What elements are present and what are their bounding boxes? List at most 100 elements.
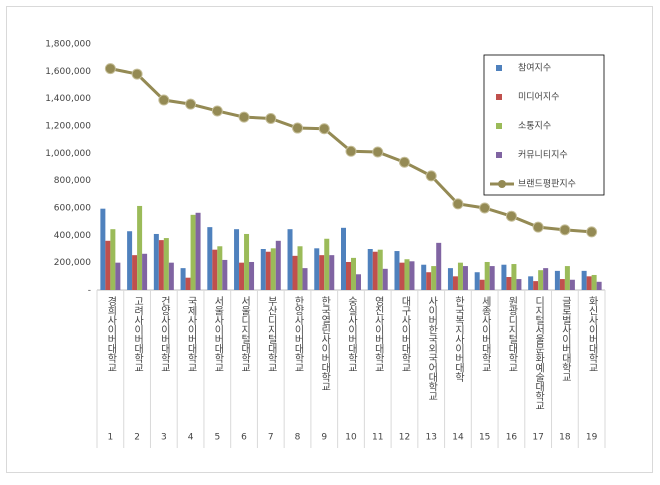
bar <box>180 268 186 290</box>
bar <box>457 262 463 290</box>
line-marker <box>238 111 250 123</box>
bar <box>132 255 138 290</box>
bar <box>447 268 453 290</box>
bar <box>528 276 534 290</box>
bar <box>479 279 485 290</box>
y-tick-label: 400,000 <box>54 231 91 241</box>
y-tick-label: - <box>88 286 91 296</box>
y-tick-label: 600,000 <box>54 204 91 214</box>
x-tick-label: 부산디지털대학교 <box>265 296 277 372</box>
legend-box <box>483 54 605 196</box>
line-marker <box>372 146 384 158</box>
line-marker <box>452 198 464 210</box>
bar <box>292 255 298 290</box>
bar <box>356 274 361 290</box>
bar <box>110 229 116 290</box>
line-marker <box>586 226 598 238</box>
bar <box>559 279 565 290</box>
bar <box>474 272 480 290</box>
bar <box>260 249 266 290</box>
y-tick-label: 1,800,000 <box>45 40 91 50</box>
bar <box>484 261 490 290</box>
bar <box>591 274 597 290</box>
bar <box>217 246 223 290</box>
bar <box>207 227 213 290</box>
bar <box>538 270 544 290</box>
bar <box>168 262 174 290</box>
rank-label: 13 <box>425 433 436 443</box>
y-tick-label: 1,600,000 <box>45 67 91 77</box>
legend-label: 참여지수 <box>518 62 551 74</box>
bar <box>489 266 495 290</box>
x-tick-label: 경희사이버대학교 <box>105 295 117 372</box>
bar <box>100 208 106 290</box>
bar <box>185 277 191 290</box>
bar <box>234 229 240 290</box>
legend-swatch <box>496 123 502 129</box>
rank-label: 12 <box>399 433 410 443</box>
bar <box>382 268 388 290</box>
bar <box>244 233 250 290</box>
line-marker <box>158 94 170 106</box>
bar <box>431 266 437 290</box>
bar <box>314 248 320 290</box>
legend-swatch <box>496 94 502 100</box>
rank-label: 16 <box>506 433 518 443</box>
y-tick-label: 1,000,000 <box>45 149 91 159</box>
line-marker <box>185 98 197 110</box>
bar <box>426 272 432 290</box>
bar <box>270 248 276 290</box>
bar <box>404 259 410 290</box>
legend-label: 소통지수 <box>518 121 551 132</box>
bar <box>351 257 356 290</box>
y-tick-label: 1,200,000 <box>45 122 91 132</box>
legend-swatch <box>496 65 502 71</box>
legend-swatch <box>496 152 502 158</box>
bar <box>543 268 549 290</box>
bar <box>212 249 218 290</box>
bar <box>564 266 570 290</box>
rank-label: 14 <box>452 433 464 443</box>
bar <box>511 264 517 290</box>
bar <box>163 238 169 290</box>
bar <box>195 212 201 290</box>
x-tick-label: 서울디지털대학교 <box>239 296 251 372</box>
bar <box>452 276 458 290</box>
line-marker <box>318 123 330 135</box>
bar <box>399 262 405 290</box>
bar <box>581 270 587 290</box>
bar <box>462 266 468 290</box>
bar <box>533 281 539 290</box>
bar <box>105 240 111 290</box>
rank-label: 6 <box>241 433 247 443</box>
bar <box>319 255 325 290</box>
rank-label: 19 <box>586 433 598 443</box>
bar <box>367 249 373 290</box>
y-tick-label: 200,000 <box>54 258 91 268</box>
y-tick-label: 1,400,000 <box>45 94 91 104</box>
bar <box>190 214 196 290</box>
x-tick-label: 건양사이버대학교 <box>158 296 170 372</box>
bar <box>153 233 159 290</box>
bar <box>377 249 383 290</box>
legend-label: 미디어지수 <box>518 92 559 103</box>
bar <box>341 227 346 290</box>
rank-label: 4 <box>188 433 194 443</box>
bar <box>302 268 308 290</box>
rank-label: 1 <box>108 433 114 443</box>
x-tick-label: 영진사이버대학교 <box>372 296 384 372</box>
bar <box>409 261 415 290</box>
bar <box>394 251 400 290</box>
line-marker <box>211 105 223 117</box>
x-tick-label: 세종사이버대학교 <box>479 296 491 372</box>
bar <box>127 231 133 290</box>
line-marker <box>505 210 517 222</box>
bar <box>329 255 335 290</box>
legend-label: 커뮤니티지수 <box>518 150 568 161</box>
x-tick-label: 숭실사이버대학교 <box>346 296 358 372</box>
x-tick-label: 대구사이버대학교 <box>399 296 411 372</box>
bar <box>158 240 164 290</box>
x-tick-label: 서울사이버대학교 <box>212 296 224 372</box>
rank-label: 5 <box>214 433 220 443</box>
